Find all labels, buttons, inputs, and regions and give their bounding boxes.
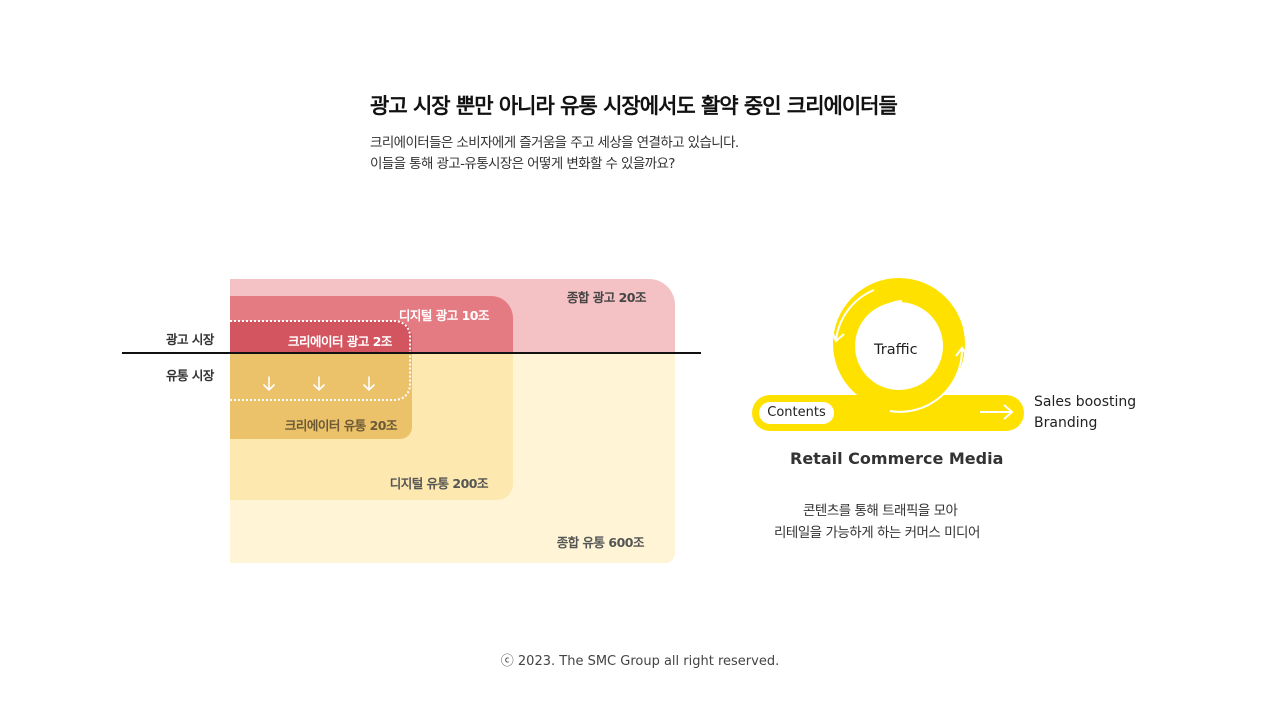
flow-desc-line-2: 리테일을 가능하게 하는 커머스 미디어 (774, 525, 980, 541)
total-ad-label: 종합 광고 20조 (566, 290, 647, 305)
creator-expansion-outline (230, 320, 411, 401)
contents-label: Contents (759, 402, 834, 424)
intro-line-2: 이들을 통해 광고-유통시장은 어떻게 변화할 수 있을까요? (370, 156, 675, 172)
copyright-footer: ⓒ 2023. The SMC Group all right reserved… (500, 654, 780, 669)
intro-line-1: 크리에이터들은 소비자에게 즐거움을 주고 세상을 연결하고 있습니다. (370, 135, 739, 151)
creator-ad-block (230, 321, 412, 353)
creator-ad-label: 크리에이터 광고 2조 (288, 334, 392, 349)
outcome-sales-label: Sales boosting (1034, 394, 1137, 410)
arrow-down-icon (263, 376, 275, 391)
distribution-market-label: 유통 시장 (166, 368, 214, 383)
flow-title: Retail Commerce Media (790, 449, 1004, 468)
ad-market-label: 광고 시장 (166, 332, 214, 347)
page-title: 광고 시장 뿐만 아니라 유통 시장에서도 활약 중인 크리에이터들 (370, 94, 898, 118)
creator-distribution-block (230, 353, 412, 439)
traffic-label: Traffic (874, 342, 918, 358)
flow-desc-line-1: 콘텐츠를 통해 트래픽을 모아 (803, 503, 958, 519)
digital-ad-label: 디지털 광고 10조 (398, 308, 490, 323)
total-distribution-label: 종합 유통 600조 (556, 535, 645, 550)
digital-distribution-label: 디지털 유통 200조 (389, 476, 489, 491)
outcome-branding-label: Branding (1034, 415, 1098, 431)
market-divider-line (122, 352, 701, 354)
creator-distribution-label: 크리에이터 유통 20조 (284, 418, 398, 433)
arrow-down-icon (313, 376, 325, 391)
arrow-down-icon (363, 376, 375, 391)
